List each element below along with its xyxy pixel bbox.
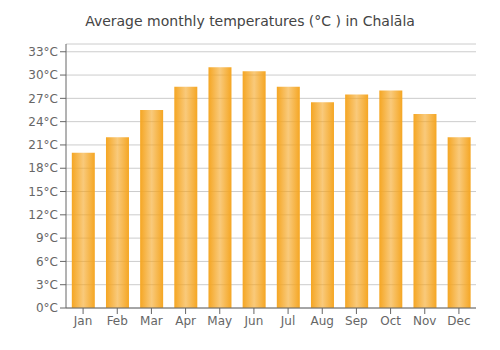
svg-text:Jul: Jul	[280, 314, 295, 328]
svg-text:Jan: Jan	[73, 314, 93, 328]
html-text:Average monthly temperatures (: Average monthly temperatures (°C ) in Ch…	[85, 13, 415, 29]
svg-text:9°C: 9°C	[36, 231, 58, 245]
svg-text:May: May	[207, 314, 232, 328]
svg-text:21°C: 21°C	[28, 138, 58, 152]
svg-text:Nov: Nov	[413, 314, 436, 328]
svg-text:Mar: Mar	[140, 314, 163, 328]
svg-text:18°C: 18°C	[28, 161, 58, 175]
svg-text:0°C: 0°C	[36, 301, 58, 315]
svg-text:6°C: 6°C	[36, 255, 58, 269]
svg-text:33°C: 33°C	[28, 45, 58, 59]
svg-text:Aug: Aug	[311, 314, 334, 328]
svg-text:Apr: Apr	[175, 314, 196, 328]
svg-text:Oct: Oct	[380, 314, 401, 328]
svg-text:Dec: Dec	[447, 314, 470, 328]
svg-text:12°C: 12°C	[28, 208, 58, 222]
svg-text:Feb: Feb	[107, 314, 128, 328]
svg-text:15°C: 15°C	[28, 185, 58, 199]
svg-text:30°C: 30°C	[28, 68, 58, 82]
svg-text:24°C: 24°C	[28, 115, 58, 129]
svg-text:Sep: Sep	[345, 314, 368, 328]
svg-text:Jun: Jun	[244, 314, 264, 328]
svg-text:27°C: 27°C	[28, 92, 58, 106]
svg-text:3°C: 3°C	[36, 278, 58, 292]
